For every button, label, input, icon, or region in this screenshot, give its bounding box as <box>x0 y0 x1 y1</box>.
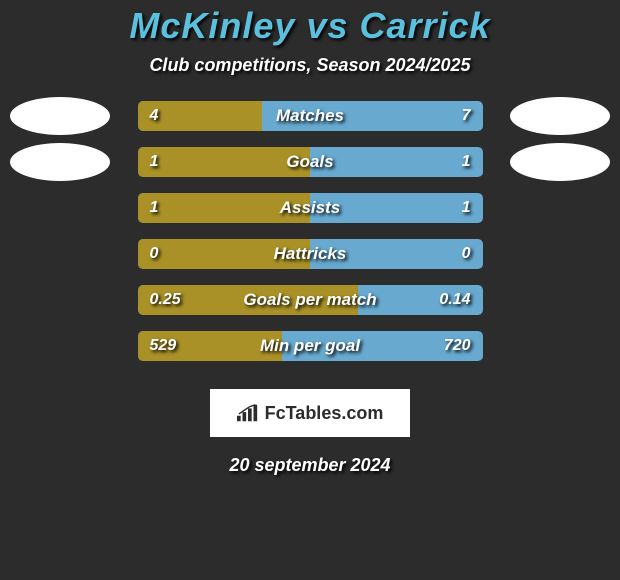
stat-row: 11Goals <box>0 147 620 177</box>
side-ellipse-right <box>510 143 610 181</box>
stat-bar: 11Assists <box>138 193 483 223</box>
page-title: McKinley vs Carrick <box>129 5 490 47</box>
stat-label: Goals <box>138 152 483 172</box>
stat-label: Goals per match <box>138 290 483 310</box>
stat-row: 529720Min per goal <box>0 331 620 361</box>
stat-label: Min per goal <box>138 336 483 356</box>
side-ellipse-right <box>510 97 610 135</box>
stat-row: 00Hattricks <box>0 239 620 269</box>
stat-bar: 00Hattricks <box>138 239 483 269</box>
stat-bar: 0.250.14Goals per match <box>138 285 483 315</box>
stat-row: 11Assists <box>0 193 620 223</box>
stat-row: 47Matches <box>0 101 620 131</box>
chart-area: 47Matches 11Goals 11Assists 00Hattricks 0.25… <box>0 101 620 377</box>
stat-bar: 47Matches <box>138 101 483 131</box>
stat-label: Assists <box>138 198 483 218</box>
stat-row: 0.250.14Goals per match <box>0 285 620 315</box>
branding-badge: FcTables.com <box>210 389 410 437</box>
stat-label: Hattricks <box>138 244 483 264</box>
date-label: 20 september 2024 <box>229 455 390 476</box>
comparison-chart: McKinley vs Carrick Club competitions, S… <box>0 0 620 580</box>
stat-bar: 11Goals <box>138 147 483 177</box>
branding-text: FcTables.com <box>265 403 384 424</box>
side-ellipse-left <box>10 97 110 135</box>
chart-icon <box>237 404 259 422</box>
stat-bar: 529720Min per goal <box>138 331 483 361</box>
stat-label: Matches <box>138 106 483 126</box>
side-ellipse-left <box>10 143 110 181</box>
subtitle: Club competitions, Season 2024/2025 <box>149 55 470 76</box>
